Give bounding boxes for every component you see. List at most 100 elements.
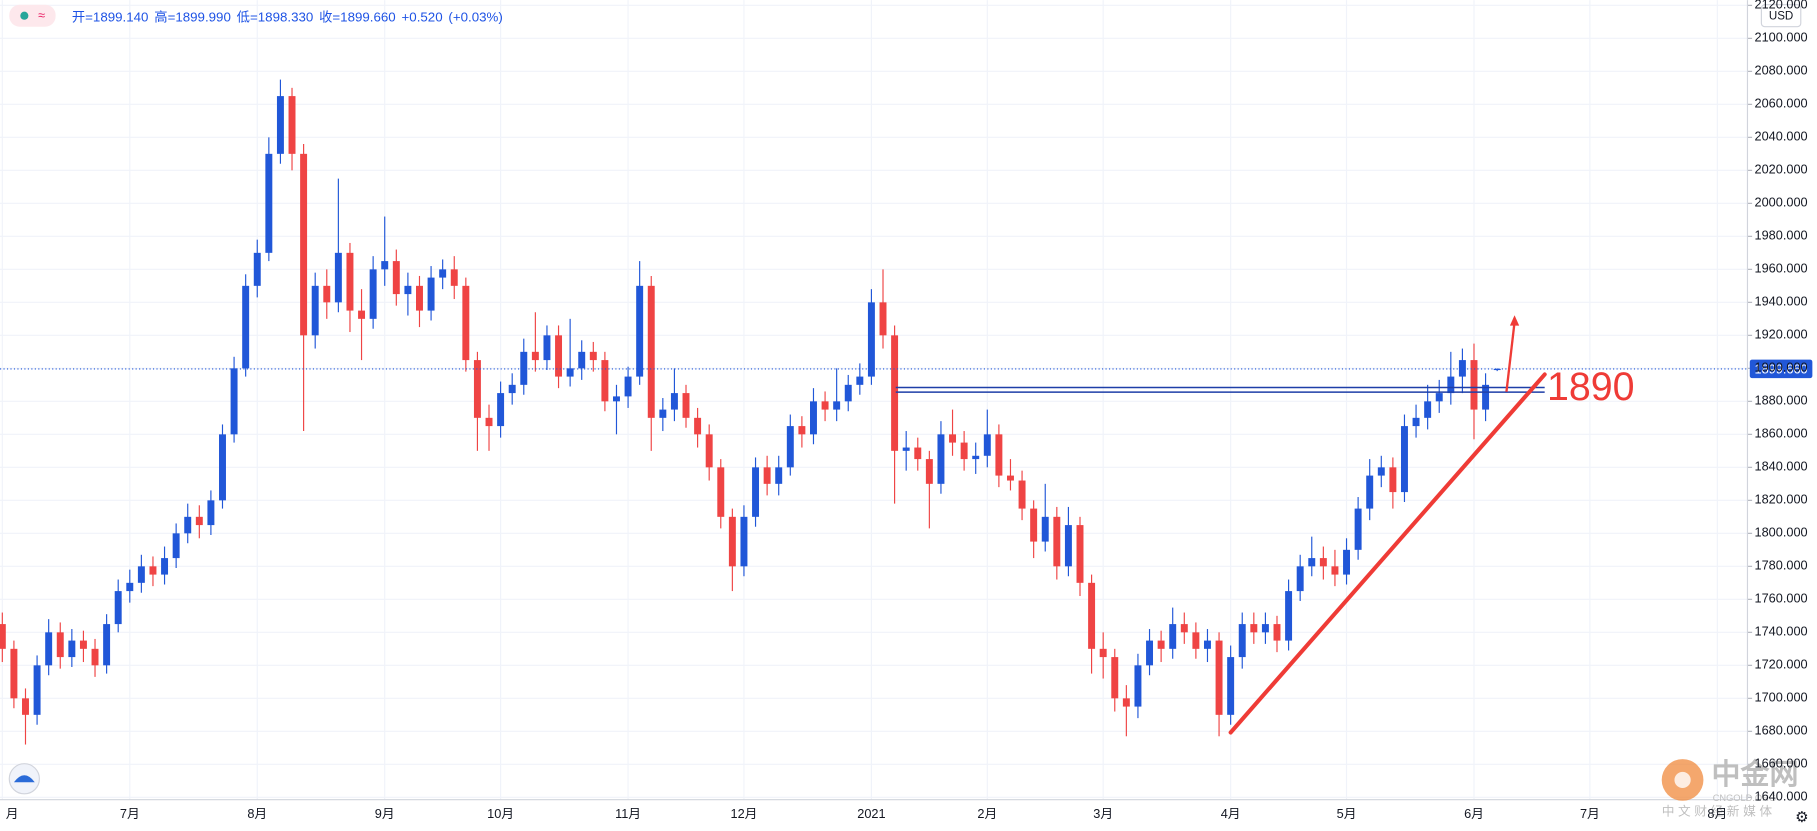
watermark-logo bbox=[1674, 771, 1691, 789]
candle-body bbox=[1308, 558, 1316, 567]
y-tick-label: 1980.000 bbox=[1755, 228, 1808, 243]
y-tick-label: 1640.000 bbox=[1755, 789, 1808, 804]
x-tick-label: 2月 bbox=[977, 806, 997, 821]
candle-body bbox=[694, 417, 702, 435]
candle-body bbox=[450, 269, 458, 286]
logo-icon bbox=[13, 775, 35, 783]
candle-body bbox=[1435, 393, 1443, 402]
candle-body bbox=[752, 467, 760, 517]
y-tick-label: 2040.000 bbox=[1755, 129, 1808, 144]
y-tick-label: 1800.000 bbox=[1755, 525, 1808, 540]
candle-body bbox=[647, 285, 655, 418]
candle-body bbox=[844, 384, 852, 402]
candle-body bbox=[833, 401, 841, 410]
candle-body bbox=[1030, 508, 1038, 542]
y-tick-label: 1780.000 bbox=[1755, 558, 1808, 573]
candle-body bbox=[1134, 665, 1142, 707]
candle-body bbox=[427, 277, 435, 311]
candle-body bbox=[253, 252, 261, 286]
candle-body bbox=[485, 417, 493, 427]
candle-body bbox=[659, 409, 667, 418]
candle-body bbox=[682, 393, 690, 418]
currency-box[interactable] bbox=[1760, 4, 1802, 28]
candle-body bbox=[68, 640, 76, 658]
candle-body bbox=[416, 285, 423, 311]
candle-body bbox=[1169, 624, 1177, 649]
candle-body bbox=[983, 434, 991, 456]
currency[interactable]: USD bbox=[1769, 10, 1793, 22]
candle-body bbox=[1343, 549, 1351, 575]
candle-body bbox=[300, 153, 308, 336]
y-tick-label: 1920.000 bbox=[1755, 327, 1808, 342]
candle-body bbox=[1203, 640, 1211, 649]
x-tick-label: 5月 bbox=[1337, 806, 1357, 821]
y-tick-label: 1860.000 bbox=[1755, 426, 1808, 441]
x-tick-label: 6月 bbox=[1464, 806, 1484, 821]
candle-body bbox=[45, 632, 53, 666]
candle-body bbox=[346, 252, 354, 311]
header-item: 高=1899.990 bbox=[154, 8, 231, 24]
candle-body bbox=[775, 467, 783, 484]
status-icon: ≈ bbox=[38, 8, 45, 23]
candle-body bbox=[462, 285, 470, 361]
x-tick-label: 12月 bbox=[730, 806, 757, 821]
candle-body bbox=[728, 516, 736, 567]
settings-icon[interactable]: ⚙ bbox=[1795, 809, 1809, 826]
candle-body bbox=[1296, 566, 1304, 592]
candle-body bbox=[1400, 426, 1408, 493]
candle-body bbox=[381, 261, 389, 270]
x-tick-label: 8月 bbox=[1707, 806, 1727, 821]
candle-body bbox=[137, 566, 145, 583]
candle-body bbox=[798, 426, 806, 435]
candle-body bbox=[717, 467, 725, 517]
candle-body bbox=[334, 252, 342, 303]
candle-body bbox=[821, 401, 829, 410]
candle-body bbox=[1354, 508, 1362, 550]
candle-body bbox=[960, 442, 968, 460]
watermark-subtitle: CNGOLD.ORG bbox=[1713, 793, 1776, 803]
candle-body bbox=[439, 269, 447, 278]
candle-body bbox=[1088, 582, 1096, 649]
candle-body bbox=[1319, 558, 1327, 567]
candle-body bbox=[265, 153, 273, 253]
candle-body bbox=[925, 459, 933, 484]
candle-body bbox=[1238, 624, 1246, 658]
header-item: 开=1899.140 bbox=[72, 9, 149, 24]
candle-body bbox=[91, 648, 99, 666]
candle-body bbox=[914, 447, 922, 460]
candle-body bbox=[1053, 516, 1061, 567]
candle-body bbox=[276, 96, 284, 154]
candle-body bbox=[1458, 360, 1466, 377]
candle-body bbox=[705, 434, 713, 468]
candle-body bbox=[230, 368, 238, 435]
candle-body bbox=[1389, 467, 1397, 493]
candle-body bbox=[79, 640, 87, 649]
candle-body bbox=[161, 558, 169, 575]
candle-body bbox=[1366, 475, 1374, 509]
x-tick-label: 7月 bbox=[120, 806, 140, 821]
x-tick-label: 2021 bbox=[857, 806, 885, 821]
y-tick-label: 1700.000 bbox=[1755, 690, 1808, 705]
watermark-tagline: 中 文 财 经 新 媒 体 bbox=[1662, 804, 1773, 819]
candle-body bbox=[670, 393, 678, 410]
candles bbox=[0, 79, 1501, 745]
candle-body bbox=[392, 261, 400, 295]
candle-body bbox=[1111, 657, 1119, 699]
y-tick-label: 1680.000 bbox=[1755, 723, 1808, 738]
y-tick-label: 2060.000 bbox=[1755, 96, 1808, 111]
candle-body bbox=[902, 447, 910, 451]
candle-body bbox=[555, 335, 563, 377]
candle-body bbox=[149, 566, 157, 575]
y-tick-label: 1900.000 bbox=[1755, 360, 1808, 375]
candle-body bbox=[520, 351, 528, 385]
y-tick-label: 2100.000 bbox=[1755, 30, 1808, 45]
status-pill bbox=[9, 4, 56, 27]
candle-body bbox=[1215, 640, 1223, 715]
candle-body bbox=[879, 302, 887, 336]
candle-body bbox=[1006, 475, 1014, 481]
header-item: (+0.03%) bbox=[448, 9, 502, 24]
candle-body bbox=[1250, 624, 1258, 633]
candle-body bbox=[531, 351, 539, 361]
